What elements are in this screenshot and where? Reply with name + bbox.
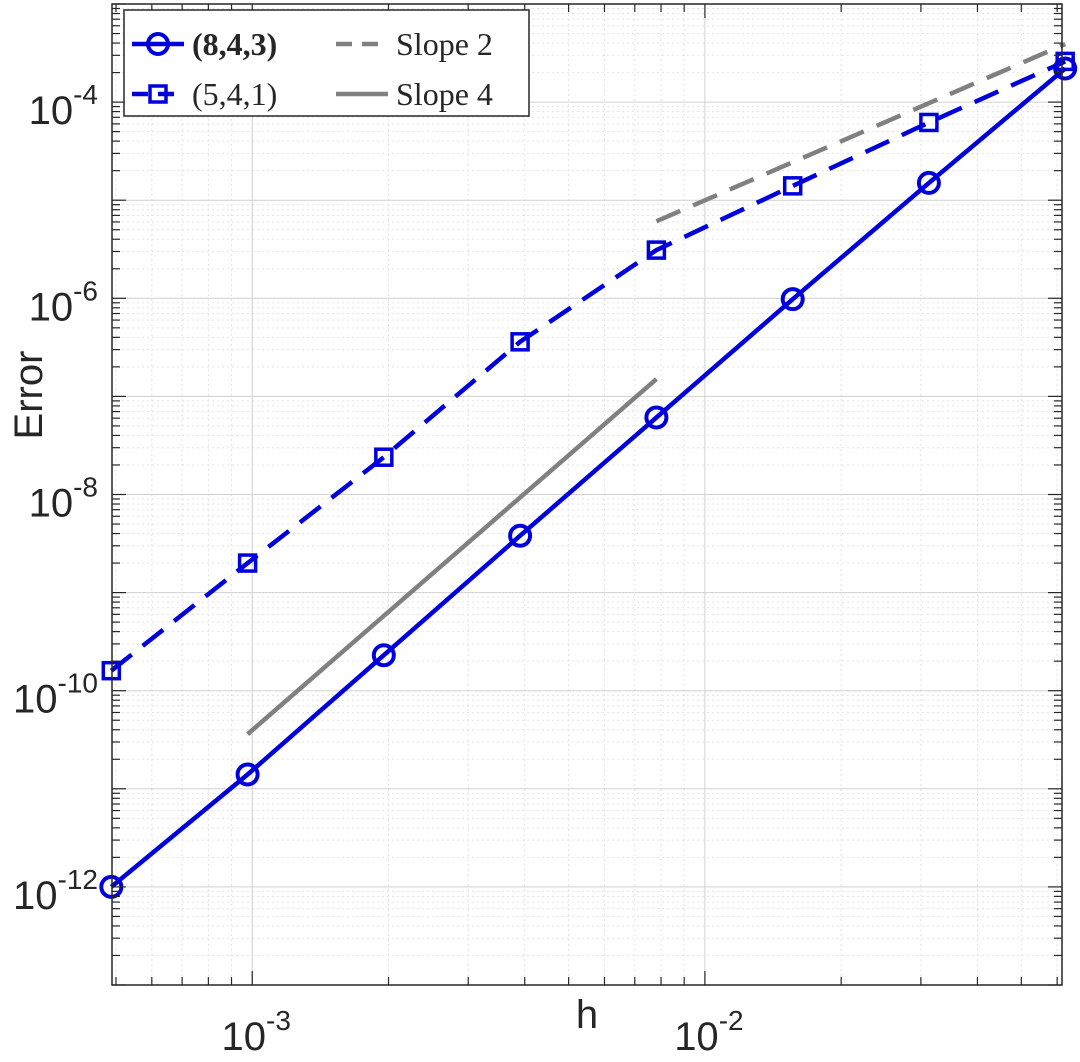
data-point <box>235 762 260 787</box>
y-tick-label-base: 10 <box>29 285 74 329</box>
legend-marker <box>146 32 170 56</box>
legend-label: Slope 4 <box>396 76 493 112</box>
legend: (8,4,3) (5,4,1) Slope 2 Slope 4 <box>123 9 530 117</box>
data-point <box>646 240 667 260</box>
y-tick-label-base: 10 <box>13 678 58 722</box>
y-tick-label-base: 10 <box>13 874 58 918</box>
y-tick-label-exponent: -6 <box>73 275 98 306</box>
legend-label: Slope 2 <box>396 26 493 62</box>
x-axis-label: h <box>576 993 598 1037</box>
legend-box <box>123 9 530 117</box>
y-tick-label-exponent: -8 <box>73 472 98 503</box>
y-tick-label-exponent: -4 <box>73 79 98 110</box>
major-grid <box>112 3 1062 986</box>
data-point <box>919 112 939 133</box>
x-tick-label: 10-3 <box>222 1005 291 1059</box>
legend-item: (8,4,3) <box>132 26 277 62</box>
data-point <box>916 170 941 195</box>
axis-ticks <box>112 3 1062 986</box>
legend-item: Slope 4 <box>336 76 493 112</box>
series-2 <box>101 51 1075 681</box>
legend-item: (5,4,1) <box>132 76 277 112</box>
y-tick-label-base: 10 <box>29 89 74 133</box>
series-4 <box>246 377 658 736</box>
data-point <box>508 523 533 548</box>
x-tick-label-exponent: -3 <box>266 1005 291 1036</box>
x-tick-label-base: 10 <box>674 1015 719 1059</box>
y-tick-label-exponent: -10 <box>58 668 98 699</box>
data-point <box>1053 56 1078 81</box>
y-tick-label: 10-8 <box>29 472 98 526</box>
series-line <box>109 66 1067 889</box>
y-tick-label-base: 10 <box>29 482 74 526</box>
legend-label: (8,4,3) <box>192 26 277 62</box>
legend-marker <box>148 84 168 104</box>
y-axis-label: Error <box>7 351 51 440</box>
y-tick-label: 10-10 <box>13 668 98 722</box>
series-line <box>109 59 1067 673</box>
y-tick-label: 10-4 <box>29 79 98 133</box>
x-tick-label-base: 10 <box>222 1015 267 1059</box>
data-point <box>237 553 258 573</box>
y-tick-label: 10-12 <box>13 864 98 918</box>
data-point <box>371 643 396 668</box>
series-line <box>655 42 1067 224</box>
x-tick-label-exponent: -2 <box>719 1005 744 1036</box>
series-layer <box>99 42 1078 899</box>
data-point <box>644 405 669 430</box>
legend-item: Slope 2 <box>336 26 493 62</box>
y-tick-label-exponent: -12 <box>58 864 98 895</box>
data-point <box>510 332 530 352</box>
series-3 <box>655 42 1067 224</box>
legend-label: (5,4,1) <box>192 76 277 112</box>
data-point <box>374 447 394 467</box>
y-tick-label: 10-6 <box>29 275 98 329</box>
data-point <box>780 287 805 312</box>
x-tick-label: 10-2 <box>674 1005 743 1059</box>
data-point <box>782 176 803 196</box>
series-line <box>246 377 658 736</box>
